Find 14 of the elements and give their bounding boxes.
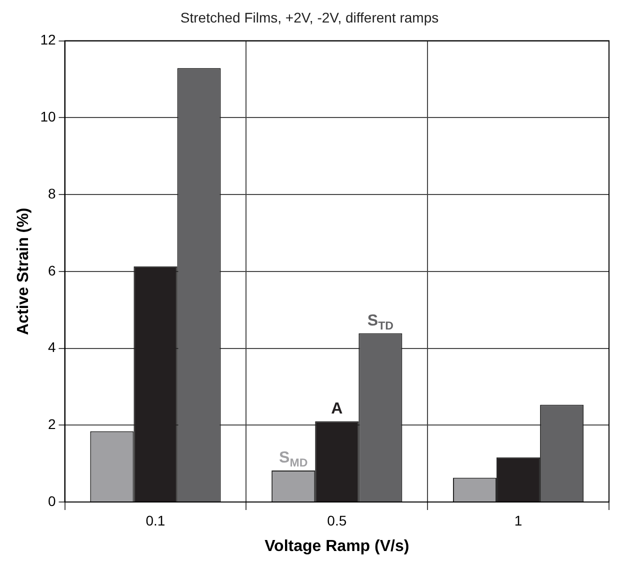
y-tick-label: 6 [48,262,56,278]
chart-title: Stretched Films, +2V, -2V, different ramps [180,9,439,26]
y-tick-label: 12 [40,32,56,48]
y-tick-label: 0 [48,492,56,509]
x-tick-label: 0.5 [327,512,347,528]
series-label: A [331,400,344,418]
y-tick-label: 4 [48,339,56,356]
y-axis-title: Active Strain (%) [15,208,32,335]
y-tick-label: 2 [48,416,56,432]
y-tick-label: 8 [48,185,56,202]
x-axis-title: Voltage Ramp (V/s) [264,538,410,555]
x-tick-label: 0.1 [146,512,166,528]
x-tick-label: 1 [514,512,522,528]
y-tick-label: 10 [40,108,56,125]
